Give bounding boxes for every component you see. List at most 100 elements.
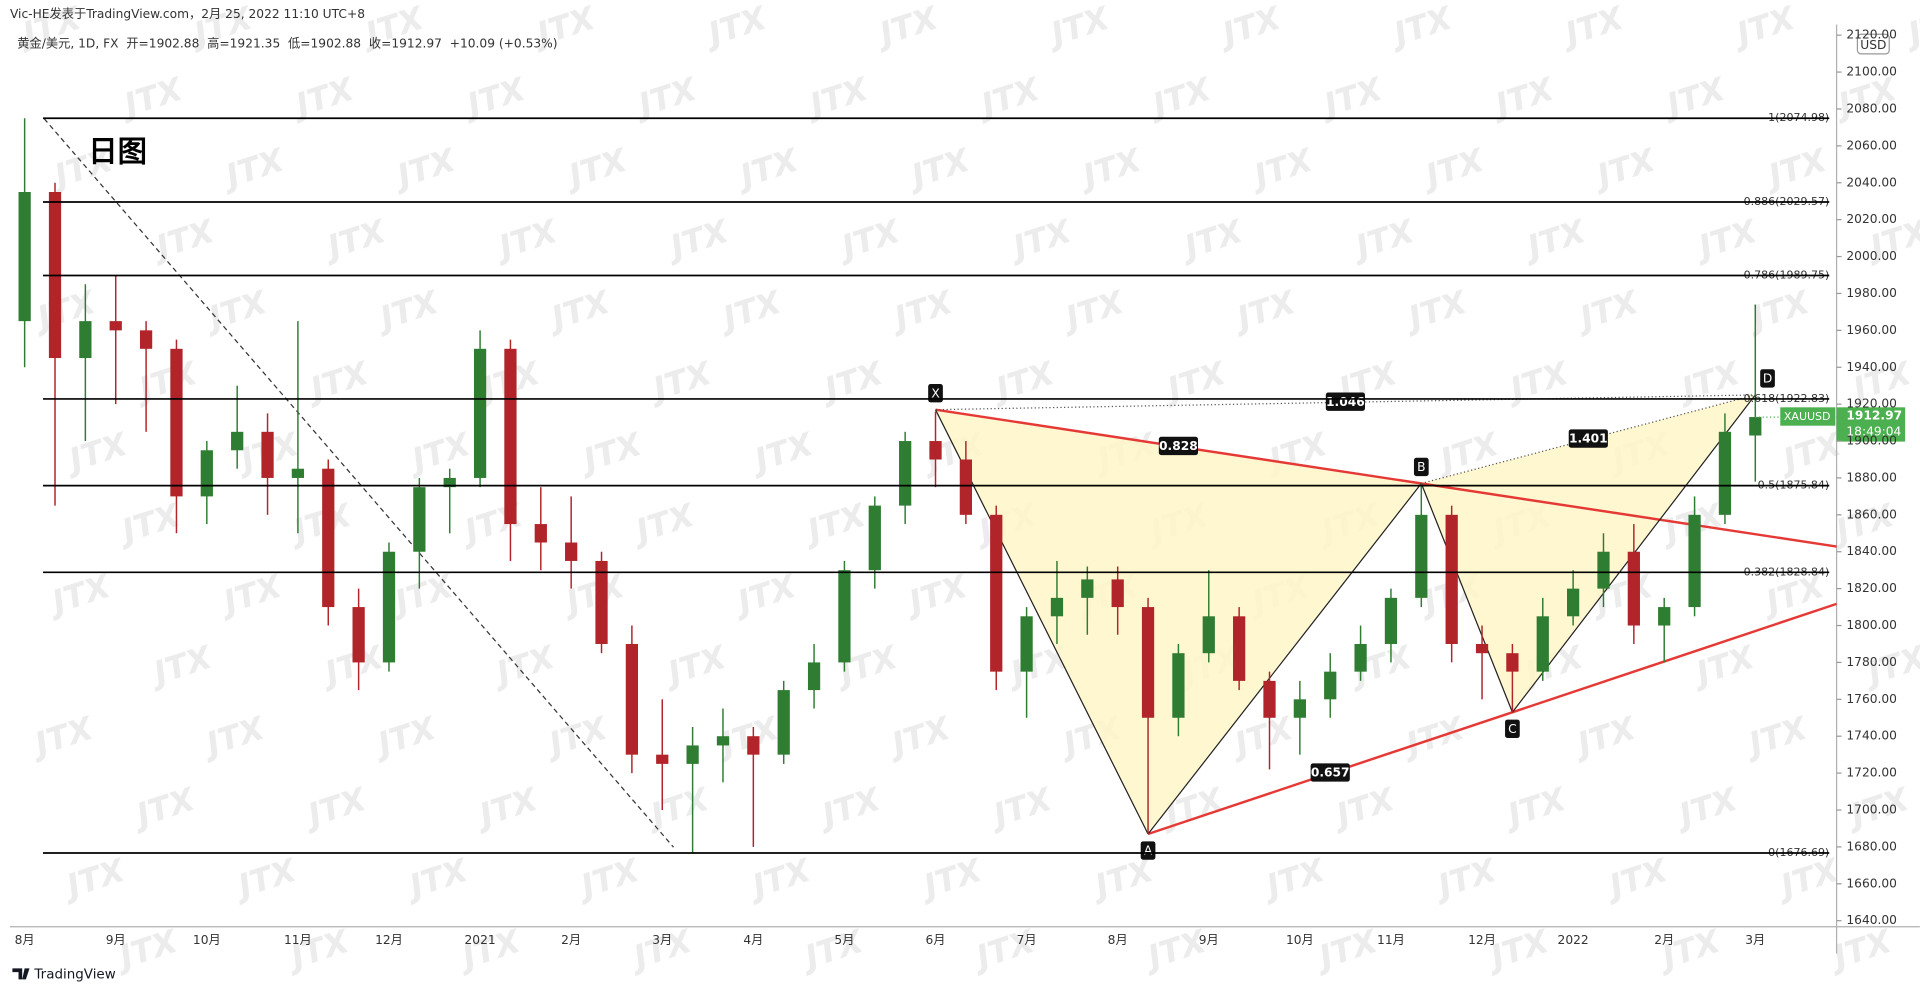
watermark: JTX	[742, 850, 816, 906]
watermark: JTX	[1741, 282, 1815, 338]
watermark: JTX	[1056, 282, 1130, 338]
candle-body	[990, 514, 1003, 672]
y-tick-label: 1880.00	[1846, 470, 1897, 484]
watermark: JTX	[109, 921, 183, 977]
symbol-label: XAUUSD	[1784, 410, 1831, 423]
trend-line	[43, 118, 674, 848]
watermark: JTX	[452, 921, 526, 977]
x-tick-label: 2月	[1654, 933, 1674, 947]
watermark: JTX	[727, 566, 801, 622]
watermark: JTX	[1142, 69, 1216, 125]
candle-body	[1384, 597, 1398, 644]
watermark: JTX	[1739, 708, 1813, 764]
watermark: JTX	[112, 495, 186, 551]
watermark: JTX	[1003, 211, 1077, 267]
watermark: JTX	[869, 0, 943, 55]
point-box	[1413, 457, 1429, 477]
watermark: JTX	[986, 353, 1060, 409]
watermark: JTX	[1157, 353, 1231, 409]
x-tick-label: 2022	[1558, 933, 1589, 947]
trend-line-lower	[1147, 602, 1837, 836]
watermark: JTX	[25, 708, 99, 764]
ratio-box	[1310, 763, 1350, 782]
watermark: JTX	[882, 708, 956, 764]
watermark: JTX	[1346, 211, 1420, 267]
candle-body	[565, 542, 578, 561]
watermark: JTX	[1657, 69, 1731, 125]
watermark: JTX	[1485, 69, 1559, 125]
candle-body	[777, 690, 790, 755]
candle-body	[1263, 680, 1276, 718]
watermark: JTX	[298, 779, 372, 835]
point-label: B	[1417, 460, 1425, 474]
y-tick-label: 2020.00	[1846, 212, 1897, 226]
watermark: JTX	[713, 282, 787, 338]
candle-body	[747, 736, 760, 755]
watermark: JTX	[800, 69, 874, 125]
watermark: JTX	[285, 69, 359, 125]
watermark: JTX	[1212, 0, 1286, 55]
candle-body	[139, 330, 153, 349]
watermark: JTX	[884, 282, 958, 338]
watermark: JTX	[831, 211, 905, 267]
x-tick-label: 3月	[652, 933, 672, 947]
watermark: JTX	[143, 637, 217, 693]
y-tick-label: 1640.00	[1846, 913, 1897, 927]
watermark: JTX	[196, 708, 270, 764]
x-tick-label: 12月	[375, 933, 403, 947]
x-tick-label: 9月	[106, 933, 126, 947]
watermark: JTX	[539, 708, 613, 764]
watermark: JTX	[983, 779, 1057, 835]
ratio-label: 1.046	[1326, 395, 1365, 409]
watermark: JTX	[1480, 921, 1554, 977]
x-tick-label: 10月	[193, 933, 221, 947]
watermark: JTX	[283, 495, 357, 551]
candle-body	[473, 348, 487, 478]
y-tick-label: 2120.00	[1846, 28, 1897, 42]
watermark: JTX	[1517, 211, 1591, 267]
watermark: JTX	[901, 140, 975, 196]
watermark: JTX	[1567, 708, 1641, 764]
candle-body	[534, 524, 547, 543]
candle-body	[1688, 514, 1701, 608]
ratio-label: 0.657	[1311, 766, 1350, 780]
watermark: JTX	[1500, 353, 1574, 409]
y-tick-label: 1840.00	[1846, 544, 1897, 558]
candle-body	[1718, 431, 1732, 515]
candle-body	[838, 570, 851, 663]
watermark: JTX	[315, 637, 389, 693]
currency-label[interactable]: USD	[1860, 38, 1886, 52]
x-tick-label: 11月	[284, 933, 312, 947]
watermark: JTX	[1227, 282, 1301, 338]
y-tick-label: 2080.00	[1846, 101, 1897, 115]
watermark: JTX	[1726, 0, 1800, 55]
watermark: JTX	[1396, 708, 1470, 764]
watermark: JTX	[1898, 0, 1920, 55]
candle-body	[1081, 579, 1094, 598]
x-tick-label: 12月	[1468, 933, 1496, 947]
watermark: JTX	[1256, 850, 1330, 906]
point-label: A	[1144, 844, 1153, 858]
symbol-line: 黄金/美元, 1D, FX 开=1902.88 高=1921.35 低=1902…	[17, 36, 557, 51]
candle-body	[291, 468, 305, 478]
watermark: JTX	[698, 0, 772, 55]
x-tick-label: 3月	[1745, 933, 1765, 947]
watermark: JTX	[399, 850, 473, 906]
watermark: JTX	[216, 140, 290, 196]
candle-body	[899, 441, 912, 506]
watermark: JTX	[556, 566, 630, 622]
watermark: JTX	[317, 211, 391, 267]
watermark: JTX	[971, 69, 1045, 125]
watermark: JTX	[1244, 140, 1318, 196]
currency-button[interactable]	[1856, 33, 1890, 55]
candle-body	[868, 505, 881, 571]
watermark: JTX	[457, 69, 531, 125]
watermark: JTX	[1428, 850, 1502, 906]
symbol-tag	[1780, 407, 1836, 426]
x-tick-label: 5月	[834, 933, 854, 947]
countdown-label: 18:49:04	[1846, 424, 1901, 438]
watermark: JTX	[57, 850, 131, 906]
x-tick-label: 7月	[1017, 933, 1037, 947]
trend-line-upper	[935, 408, 1837, 548]
y-tick-label: 1760.00	[1846, 692, 1897, 706]
